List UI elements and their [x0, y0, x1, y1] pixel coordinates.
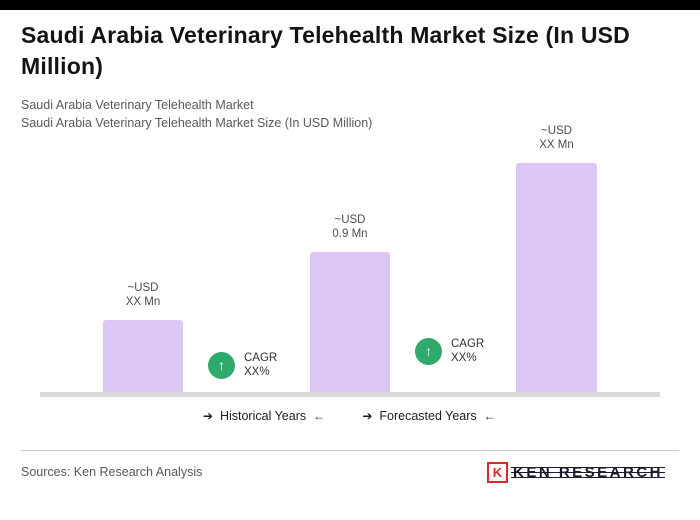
growth-up-icon: ↑ [208, 351, 235, 379]
cagr-line1: CAGR [451, 338, 485, 350]
footer-divider [21, 450, 679, 451]
page-title: Saudi Arabia Veterinary Telehealth Marke… [21, 22, 630, 79]
ken-research-logo: K KEN RESEARCH [487, 462, 666, 483]
bar-value-line2: XX Mn [539, 139, 574, 151]
chart-baseline [40, 392, 660, 397]
growth-up-icon: ↑ [415, 337, 442, 365]
bar-value-line2: XX Mn [125, 296, 161, 308]
right-arrow-icon: ➔ [362, 409, 373, 423]
cagr-annotation-historical: ↑ CAGR XX% [208, 351, 277, 379]
bar-forecast [516, 163, 597, 392]
bar-value-line2: 0.9 Mn [332, 228, 368, 240]
cagr-annotation-forecast: ↑ CAGR XX% [415, 337, 484, 365]
bar-group-forecast: ~USD XX Mn [516, 124, 597, 392]
bar-value-label: ~USD XX Mn [126, 281, 161, 309]
top-black-bar [0, 0, 700, 10]
bar-historical [103, 320, 183, 392]
axis-period-labels: ➔ Historical Years ← ➔ Forecasted Years … [0, 409, 700, 429]
left-arrow-icon: ← [483, 409, 496, 423]
historical-years-label: ➔ Historical Years ← [203, 409, 325, 423]
forecasted-years-label: ➔ Forecasted Years ← [362, 409, 495, 423]
bar-value-label: ~USD 0.9 Mn [332, 213, 367, 241]
bar-group-historical: ~USD XX Mn [103, 281, 183, 392]
bar-value-line1: ~USD [540, 125, 572, 137]
cagr-line1: CAGR [244, 352, 278, 364]
bar-value-label: ~USD XX Mn [539, 124, 574, 152]
ken-research-k-icon: K [487, 462, 508, 483]
bar-group-current: ~USD 0.9 Mn [310, 213, 390, 392]
historical-years-text: Historical Years [219, 409, 307, 423]
sources-text: Sources: Ken Research Analysis [21, 465, 203, 479]
cagr-line2: XX% [244, 366, 270, 378]
ken-research-logo-text: KEN RESEARCH [510, 462, 666, 483]
right-arrow-icon: ➔ [202, 409, 213, 423]
bar-chart: ~USD XX Mn ~USD 0.9 Mn ~USD XX Mn ↑ CAGR… [40, 119, 660, 397]
subtitle-line-1: Saudi Arabia Veterinary Telehealth Marke… [21, 98, 254, 112]
cagr-line2: XX% [451, 352, 477, 364]
bar-value-line1: ~USD [127, 282, 159, 294]
forecasted-years-text: Forecasted Years [379, 409, 477, 423]
bar-value-line1: ~USD [334, 214, 366, 226]
bar-current [310, 252, 390, 392]
subtitle-line-2: Saudi Arabia Veterinary Telehealth Marke… [21, 116, 373, 130]
cagr-label: CAGR XX% [244, 351, 277, 379]
cagr-label: CAGR XX% [451, 337, 484, 365]
left-arrow-icon: ← [313, 409, 326, 423]
